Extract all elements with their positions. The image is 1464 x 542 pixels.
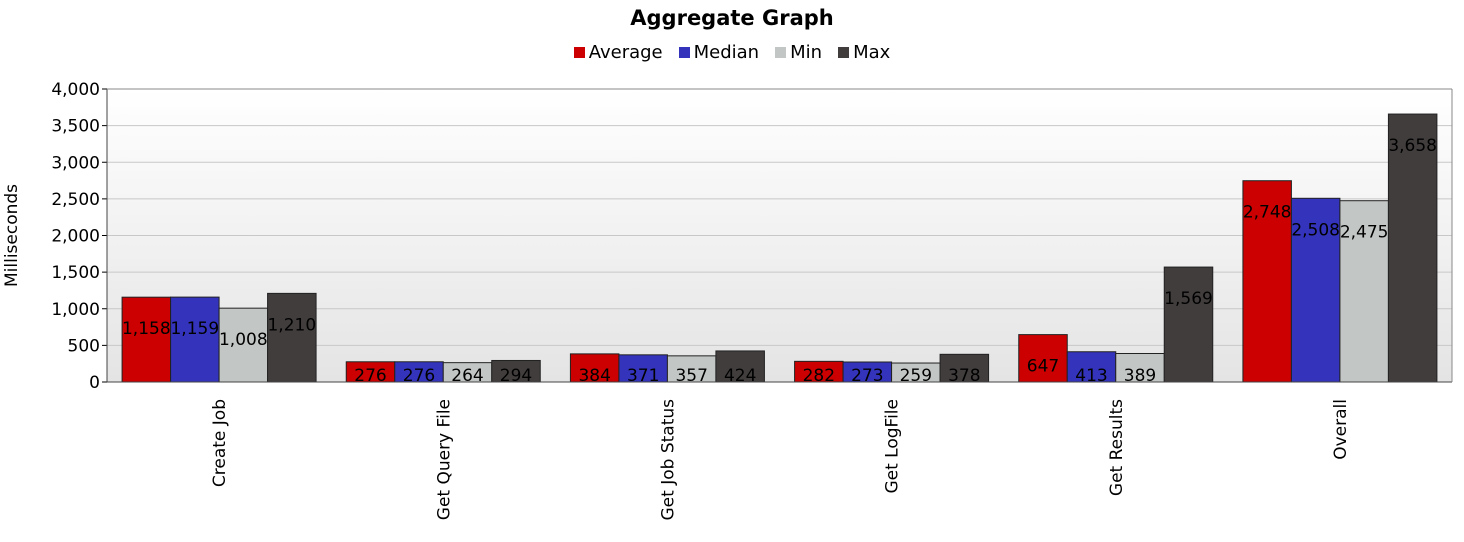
- legend-swatch-max: [838, 47, 850, 58]
- data-label: 384: [578, 366, 610, 386]
- y-tick-label: 0: [89, 373, 100, 393]
- legend-swatch-min: [775, 47, 787, 58]
- bar-average-overall: [1242, 180, 1292, 383]
- y-axis-title: Milliseconds: [2, 184, 22, 287]
- data-label: 259: [900, 366, 932, 386]
- bar-median-create-job: [170, 296, 220, 383]
- data-label: 1,210: [267, 315, 316, 335]
- bar-min-create-job: [218, 307, 269, 383]
- y-tick-label: 3,000: [51, 153, 100, 173]
- category-label: Get Job Status: [658, 399, 678, 521]
- bar-max-overall: [1387, 113, 1438, 383]
- y-tick-label: 1,500: [51, 263, 100, 283]
- legend-label-max: Max: [853, 42, 891, 63]
- data-label: 1,159: [170, 319, 219, 339]
- data-label: 2,748: [1243, 203, 1292, 223]
- data-label: 378: [948, 366, 980, 386]
- bar-min-get-results: [1115, 353, 1165, 383]
- data-label: 264: [451, 366, 483, 386]
- data-label: 2,475: [1340, 223, 1389, 243]
- legend-item-min: Min: [775, 42, 822, 63]
- bar-median-overall: [1290, 197, 1341, 383]
- bar-average-get-job-status: [569, 353, 620, 383]
- y-tick-label: 500: [68, 336, 100, 356]
- y-tick-label: 1,000: [51, 300, 100, 320]
- y-tick-label: 4,000: [51, 80, 100, 100]
- category-label: Overall: [1331, 399, 1351, 460]
- legend-label-min: Min: [790, 42, 823, 63]
- chart-title: Aggregate Graph: [630, 6, 834, 30]
- category-label: Get Results: [1107, 399, 1127, 496]
- data-label: 282: [803, 366, 835, 386]
- legend-label-average: Average: [588, 42, 663, 63]
- data-label: 389: [1124, 366, 1156, 386]
- data-label: 424: [724, 366, 756, 386]
- legend-item-median: Median: [678, 42, 760, 63]
- category-label: Get Query File: [434, 399, 454, 520]
- legend: Average Median Min Max: [0, 42, 1464, 63]
- legend-swatch-median: [678, 47, 690, 58]
- bar-average-create-job: [121, 296, 172, 383]
- bar-median-get-job-status: [618, 354, 668, 383]
- data-label: 273: [851, 366, 883, 386]
- y-tick-label: 2,500: [51, 190, 100, 210]
- legend-swatch-average: [573, 47, 585, 58]
- legend-item-max: Max: [838, 42, 890, 63]
- data-label: 294: [500, 366, 532, 386]
- data-label: 647: [1027, 357, 1059, 377]
- bar-max-get-logfile: [939, 353, 990, 383]
- legend-item-average: Average: [573, 42, 663, 63]
- data-label: 1,008: [219, 330, 268, 350]
- data-label: 357: [675, 366, 707, 386]
- bar-median-get-results: [1066, 351, 1117, 383]
- category-label: Create Job: [210, 399, 230, 487]
- data-label: 276: [354, 366, 386, 386]
- data-label: 371: [627, 366, 659, 386]
- data-label: 2,508: [1291, 220, 1340, 240]
- data-label: 3,658: [1388, 136, 1437, 156]
- legend-label-median: Median: [693, 42, 760, 63]
- bar-max-get-results: [1163, 266, 1214, 383]
- data-label: 1,158: [122, 319, 171, 339]
- bar-average-get-results: [1018, 334, 1068, 383]
- bar-max-get-job-status: [715, 350, 765, 383]
- bar-max-create-job: [267, 292, 317, 383]
- category-label: Get LogFile: [883, 399, 903, 494]
- data-label: 413: [1075, 366, 1107, 386]
- y-tick-label: 3,500: [51, 117, 100, 137]
- y-tick-label: 2,000: [51, 227, 100, 247]
- data-label: 276: [403, 366, 435, 386]
- data-label: 1,569: [1164, 289, 1213, 309]
